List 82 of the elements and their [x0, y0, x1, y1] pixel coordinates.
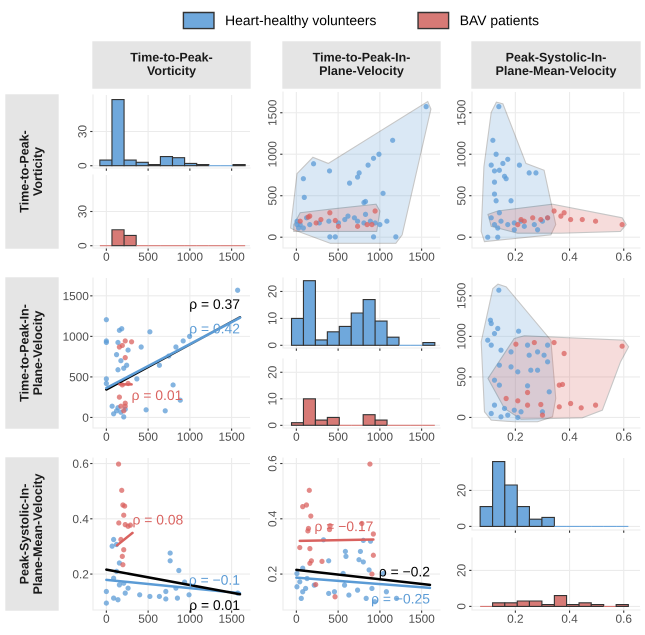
- x-tick-label: 500: [328, 252, 348, 261]
- x-tick-label: 1000: [178, 252, 203, 261]
- x-tick-label: 1000: [368, 252, 393, 261]
- y-tick-label: 0: [457, 604, 466, 610]
- y-tick-label: 0: [82, 413, 88, 422]
- x-tick-label: 0.4: [562, 252, 578, 261]
- x-tick-label: 0: [294, 252, 300, 261]
- x-tick-label: 1500: [409, 614, 434, 623]
- y-tick-label: 0.6: [268, 456, 276, 472]
- y-tick-label: 0: [457, 234, 466, 240]
- y-tick-label: 0: [78, 162, 86, 169]
- annotation: ρ = 0.08: [133, 514, 183, 528]
- y-tick-label: 0: [268, 422, 276, 428]
- x-tick-label: 1000: [178, 614, 203, 623]
- legend-label: Heart-healthy volunteers: [226, 15, 376, 28]
- y-tick-label: 1500: [457, 100, 466, 125]
- x-tick-label: 500: [138, 614, 158, 623]
- chart-title: Time-to-Peak- Vorticity: [130, 52, 212, 78]
- y-tick-label: 500: [268, 186, 276, 206]
- y-tick-label: 0.2: [72, 570, 88, 578]
- y-tick-label: 0.6: [72, 460, 88, 468]
- x-tick-label: 0.2: [508, 432, 523, 441]
- y-tick-label: 1000: [268, 142, 276, 166]
- y-tick-label: 0: [268, 342, 276, 348]
- x-tick-label: 1500: [409, 432, 434, 441]
- y-tick-label: 1000: [457, 142, 466, 166]
- y-tick-label: 1000: [457, 324, 466, 349]
- x-tick-label: 0.6: [616, 432, 632, 441]
- y-tick-label: 500: [70, 372, 88, 382]
- y-tick-label: 1000: [63, 332, 88, 341]
- x-tick-label: 1500: [219, 432, 244, 441]
- y-tick-label: 0.2: [268, 566, 276, 582]
- annotation: ρ = −0.2: [380, 566, 430, 580]
- y-tick-label: 30: [78, 125, 86, 138]
- x-tick-label: 1000: [368, 614, 393, 623]
- x-tick-label: 0.4: [562, 614, 578, 623]
- y-tick-label: 500: [457, 368, 466, 386]
- annotation: ρ = 0.01: [190, 600, 240, 613]
- x-tick-label: 1500: [219, 614, 244, 623]
- x-tick-label: 0: [294, 614, 300, 623]
- x-tick-label: 500: [328, 432, 348, 441]
- y-tick-label: 20: [268, 366, 276, 378]
- y-axis-title: Time-to-Peak- Vorticity: [19, 130, 45, 213]
- y-tick-label: 0.4: [72, 514, 88, 524]
- y-tick-label: 0.4: [268, 510, 276, 527]
- y-tick-label: 0: [78, 242, 86, 249]
- y-axis-title: Time-to-Peak-In- Plane-Velocity: [19, 304, 45, 402]
- x-tick-label: 0.6: [616, 252, 632, 261]
- y-tick-label: 0: [268, 234, 276, 240]
- y-tick-label: 20: [457, 484, 466, 496]
- y-axis-title: Peak-Systolic-In- Plane-Mean-Velocity: [19, 474, 45, 594]
- x-tick-label: 1500: [409, 252, 434, 261]
- chart-title: Time-to-Peak-In- Plane-Velocity: [312, 52, 410, 78]
- chart-title: Peak-Systolic-In- Plane-Mean-Velocity: [496, 52, 616, 78]
- y-tick-label: 30: [78, 205, 86, 218]
- y-tick-label: 20: [457, 564, 466, 576]
- y-tick-label: 10: [268, 312, 276, 324]
- x-tick-label: 0: [104, 432, 110, 441]
- y-tick-label: 0: [457, 524, 466, 530]
- x-tick-label: 0: [104, 252, 110, 261]
- x-tick-label: 500: [138, 252, 158, 261]
- y-tick-label: 20: [268, 285, 276, 298]
- x-tick-label: 0: [104, 614, 110, 623]
- legend-label: BAV patients: [460, 15, 538, 28]
- y-tick-label: 10: [268, 392, 276, 404]
- y-tick-label: 1500: [63, 292, 88, 300]
- x-tick-label: 1000: [368, 432, 393, 441]
- x-tick-label: 0.4: [562, 432, 578, 441]
- annotation: ρ = 0.01: [132, 390, 182, 403]
- x-tick-label: 500: [328, 614, 348, 623]
- x-tick-label: 0.2: [508, 252, 523, 261]
- x-tick-label: 0.2: [508, 614, 523, 623]
- annotation: ρ = 0.37: [190, 299, 240, 312]
- x-tick-label: 1000: [178, 432, 203, 441]
- x-tick-label: 0: [294, 432, 300, 441]
- x-tick-label: 1500: [219, 252, 244, 261]
- y-tick-label: 500: [457, 186, 466, 206]
- x-tick-label: 500: [138, 432, 158, 441]
- y-tick-label: 1500: [457, 283, 466, 308]
- x-tick-label: 0.6: [616, 614, 632, 623]
- y-tick-label: 1500: [268, 100, 276, 125]
- y-tick-label: 0: [457, 414, 466, 420]
